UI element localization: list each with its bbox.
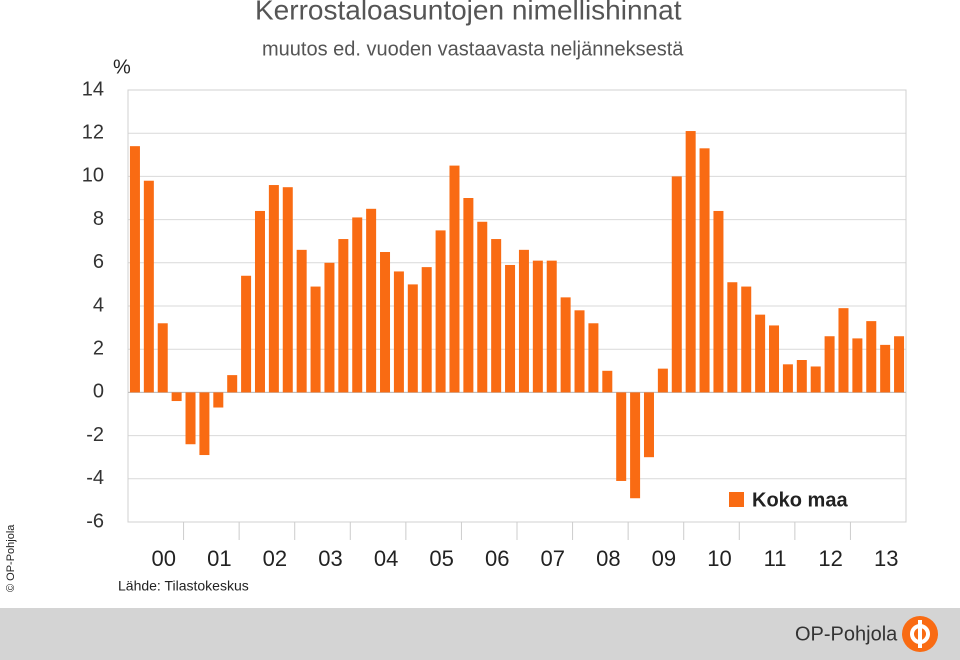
brand-name: OP-Pohjola xyxy=(795,623,898,645)
bar xyxy=(880,344,891,393)
bar xyxy=(671,176,682,393)
x-tick-label: 08 xyxy=(596,546,620,571)
x-tick-label: 02 xyxy=(263,546,287,571)
bar xyxy=(630,392,641,499)
y-unit: % xyxy=(113,56,131,78)
source: Lähde: Tilastokeskus xyxy=(118,578,249,594)
bar xyxy=(227,375,238,393)
bar xyxy=(366,208,377,393)
bar xyxy=(810,366,821,393)
bar xyxy=(143,180,154,393)
chart-subtitle: muutos ed. vuoden vastaavasta neljänneks… xyxy=(262,38,684,60)
y-tick-label: 6 xyxy=(93,251,104,273)
bar xyxy=(838,308,849,393)
bar xyxy=(213,392,224,408)
bar xyxy=(741,286,752,393)
y-tick-label: 2 xyxy=(93,337,104,359)
y-tick-label: 14 xyxy=(82,78,104,100)
bar xyxy=(421,267,432,393)
x-tick-label: 07 xyxy=(541,546,565,571)
bar xyxy=(588,323,599,393)
bar xyxy=(171,392,182,402)
bar xyxy=(602,370,613,393)
x-tick-label: 00 xyxy=(152,546,176,571)
x-tick-label: 10 xyxy=(707,546,731,571)
bar xyxy=(352,217,363,393)
bar xyxy=(894,336,905,393)
bar xyxy=(338,239,349,393)
bar xyxy=(518,249,529,393)
bar xyxy=(449,165,460,393)
bar xyxy=(643,392,654,458)
bar xyxy=(254,210,265,393)
bar xyxy=(282,187,293,393)
bar xyxy=(796,360,807,393)
y-tick-label: 10 xyxy=(82,165,104,187)
bar xyxy=(657,368,668,393)
y-tick-label: 0 xyxy=(93,381,104,403)
bar xyxy=(129,146,140,393)
bar xyxy=(157,323,168,393)
x-tick-label: 11 xyxy=(764,546,787,571)
bar xyxy=(463,198,474,393)
x-tick-label: 01 xyxy=(207,546,231,571)
y-tick-label: 8 xyxy=(93,208,104,230)
bar xyxy=(532,260,543,393)
y-tick-label: 4 xyxy=(93,294,104,316)
legend-label: Koko maa xyxy=(752,489,848,511)
bar xyxy=(852,338,863,393)
bar xyxy=(296,249,307,393)
x-tick-label: 04 xyxy=(374,546,398,571)
bar xyxy=(782,364,793,393)
x-tick-label: 13 xyxy=(874,546,898,571)
footer-bar xyxy=(0,608,960,660)
bar xyxy=(699,148,710,393)
bar xyxy=(310,286,321,393)
bar xyxy=(324,262,335,393)
x-tick-label: 05 xyxy=(429,546,453,571)
chart-title: Kerrostaloasuntojen nimellishinnat xyxy=(255,0,682,25)
bar xyxy=(755,314,766,393)
bar xyxy=(574,310,585,393)
y-tick-label: -2 xyxy=(86,424,104,446)
bar xyxy=(491,239,502,393)
bar xyxy=(477,221,488,393)
x-tick-label: 06 xyxy=(485,546,509,571)
bar xyxy=(505,264,516,393)
bar xyxy=(435,230,446,393)
y-tick-label: -4 xyxy=(86,467,104,489)
bar xyxy=(407,284,418,393)
legend-swatch xyxy=(729,492,744,507)
bar xyxy=(546,260,557,393)
bar xyxy=(713,210,724,393)
x-tick-label: 09 xyxy=(652,546,676,571)
x-tick-label: 03 xyxy=(318,546,342,571)
bar xyxy=(241,275,252,393)
bar xyxy=(199,392,210,456)
copyright: © OP-Pohjola xyxy=(5,524,17,592)
bar xyxy=(560,297,571,393)
bar xyxy=(685,131,696,393)
bar xyxy=(616,392,627,481)
y-tick-label: -6 xyxy=(86,510,104,532)
y-tick-label: 12 xyxy=(82,121,104,143)
bar xyxy=(185,392,196,445)
bar xyxy=(866,321,877,393)
bar xyxy=(393,271,404,393)
bar xyxy=(380,252,391,393)
bar xyxy=(824,336,835,393)
x-tick-label: 12 xyxy=(818,546,842,571)
bar xyxy=(268,185,279,393)
bar xyxy=(769,325,780,393)
bar xyxy=(727,282,738,393)
